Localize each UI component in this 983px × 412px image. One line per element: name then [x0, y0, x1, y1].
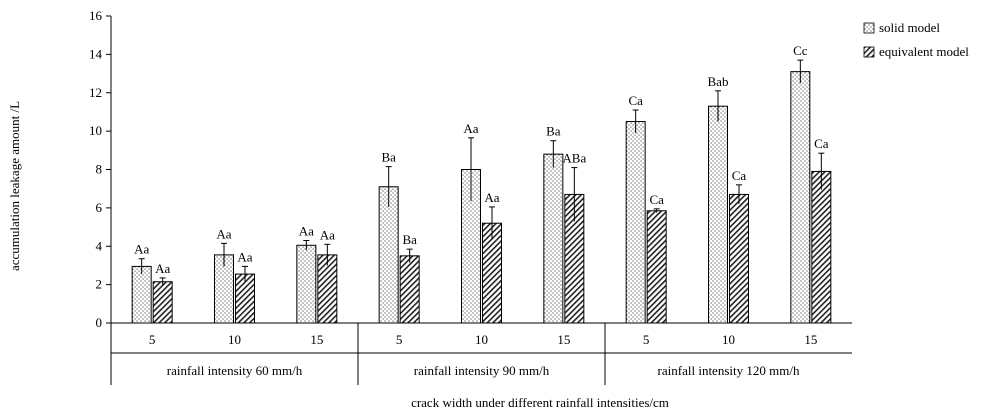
bar-solid	[625, 121, 646, 324]
x-tick-label: 15	[310, 332, 323, 347]
x-axis-label: crack width under different rainfall int…	[411, 395, 669, 410]
significance-label-solid: Ca	[628, 93, 643, 108]
x-tick-label: 5	[396, 332, 403, 347]
legend: solid model equivalent model	[863, 20, 969, 59]
significance-label-equivalent: Aa	[155, 261, 170, 276]
significance-label-solid: Aa	[463, 121, 478, 136]
significance-label-equivalent: Ca	[814, 136, 829, 151]
significance-label-solid: Ba	[546, 124, 561, 139]
significance-label-equivalent: Aa	[320, 227, 335, 242]
x-tick-label: 5	[149, 332, 156, 347]
legend-label-equivalent: equivalent model	[879, 44, 969, 59]
significance-label-solid: Cc	[793, 43, 808, 58]
y-axis-label: accumulation leakage amount /L	[7, 101, 22, 271]
legend-swatch-equivalent	[863, 46, 875, 58]
significance-label-solid: Ba	[381, 150, 396, 165]
y-tick-label: 0	[96, 315, 103, 330]
bar-equivalent	[152, 281, 173, 324]
group-label: rainfall intensity 120 mm/h	[658, 363, 800, 378]
significance-label-solid: Aa	[134, 242, 149, 257]
bar-solid	[543, 153, 564, 324]
x-tick-label: 10	[722, 332, 735, 347]
bar-solid	[708, 105, 728, 324]
bar-equivalent	[811, 170, 832, 324]
legend-label-solid: solid model	[879, 20, 940, 35]
group-label: rainfall intensity 60 mm/h	[167, 363, 303, 378]
significance-label-solid: Aa	[299, 223, 314, 238]
y-tick-label: 2	[96, 277, 103, 292]
y-tick-label: 16	[89, 8, 103, 23]
significance-label-solid: Aa	[216, 226, 231, 241]
bar-solid	[378, 186, 399, 324]
plot-area: 0 2 4 6 8 10 12 14 16 rainfall intensity 60 mm/h 5…	[89, 8, 852, 385]
significance-label-equivalent: Ca	[649, 192, 664, 207]
y-tick-label: 10	[89, 123, 102, 138]
bar-solid	[131, 265, 152, 324]
x-tick-label: 5	[643, 332, 650, 347]
legend-swatch-solid	[863, 22, 875, 34]
significance-label-equivalent: Ba	[402, 232, 417, 247]
significance-label-equivalent: Ca	[732, 168, 747, 183]
x-tick-label: 10	[228, 332, 241, 347]
bar-solid	[296, 244, 317, 324]
x-tick-label: 15	[804, 332, 817, 347]
bar-equivalent	[399, 255, 420, 324]
significance-label-equivalent: Aa	[237, 249, 252, 264]
significance-label-equivalent: ABa	[562, 151, 586, 166]
bar-equivalent	[646, 210, 667, 324]
y-tick-label: 4	[96, 238, 103, 253]
x-tick-label: 10	[475, 332, 488, 347]
bar-equivalent	[729, 193, 749, 324]
significance-label-equivalent: Aa	[484, 190, 499, 205]
y-tick-label: 14	[89, 46, 103, 61]
group-label: rainfall intensity 90 mm/h	[414, 363, 550, 378]
y-tick-label: 6	[96, 200, 103, 215]
x-tick-label: 15	[557, 332, 570, 347]
significance-label-solid: Bab	[708, 74, 729, 89]
y-tick-label: 12	[89, 85, 102, 100]
y-tick-label: 8	[96, 162, 103, 177]
bar-solid	[790, 71, 811, 324]
